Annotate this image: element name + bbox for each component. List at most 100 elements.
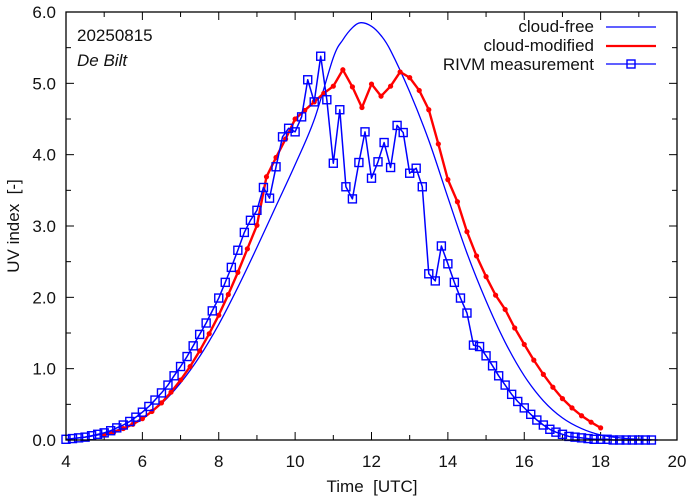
x-tick-label: 8 [214, 452, 223, 471]
data-point-cloud-modified [473, 253, 480, 259]
data-point-rivm-measurement [73, 433, 84, 443]
data-point-rivm-measurement [144, 401, 154, 412]
data-point-rivm-measurement [322, 95, 332, 105]
data-point-rivm-measurement [373, 157, 383, 167]
data-point-rivm-measurement [296, 112, 307, 122]
data-point-rivm-measurement [424, 269, 434, 279]
data-point-rivm-measurement [182, 351, 192, 362]
data-point-rivm-measurement [474, 341, 485, 352]
data-point-rivm-measurement [519, 403, 529, 413]
y-tick-label: 2.0 [32, 288, 56, 307]
y-tick-label: 6.0 [32, 3, 56, 22]
data-point-cloud-modified [531, 357, 537, 363]
y-axis-label: UV index [-] [4, 179, 23, 273]
data-point-rivm-measurement [545, 424, 555, 434]
x-tick-label: 12 [362, 452, 381, 471]
data-point-cloud-modified [263, 174, 270, 180]
data-point-cloud-modified [483, 274, 489, 280]
x-tick-label: 6 [138, 452, 147, 471]
x-tick-label: 10 [286, 452, 305, 471]
data-point-rivm-measurement [112, 423, 122, 433]
series-cloud-modified [101, 67, 604, 438]
data-point-rivm-measurement [602, 434, 612, 444]
data-point-cloud-modified [550, 384, 556, 390]
legend: cloud-free cloud-modified RIVM measureme… [443, 17, 656, 74]
y-tick-label: 1.0 [32, 360, 56, 379]
data-point-rivm-measurement [201, 318, 211, 328]
data-point-rivm-measurement [239, 227, 250, 238]
data-point-rivm-measurement [341, 182, 351, 192]
data-point-cloud-modified [149, 408, 155, 415]
data-point-cloud-modified [521, 341, 527, 348]
data-point-rivm-measurement [468, 340, 479, 350]
legend-label-rivm-measurement: RIVM measurement [443, 55, 594, 74]
data-point-cloud-modified [330, 83, 336, 89]
location-annotation: De Bilt [77, 51, 128, 70]
data-point-rivm-measurement [570, 432, 580, 442]
data-point-rivm-measurement [163, 380, 173, 390]
data-point-rivm-measurement [80, 432, 90, 442]
data-point-rivm-measurement [449, 277, 460, 288]
data-point-rivm-measurement [366, 173, 377, 183]
data-point-cloud-modified [397, 69, 403, 75]
data-point-rivm-measurement [271, 162, 281, 172]
data-point-cloud-modified [407, 75, 413, 81]
data-point-rivm-measurement [303, 75, 313, 85]
data-point-rivm-measurement [595, 434, 606, 444]
data-point-rivm-measurement [156, 388, 167, 398]
data-point-rivm-measurement [354, 157, 364, 168]
data-point-rivm-measurement [436, 241, 447, 251]
legend-label-cloud-modified: cloud-modified [483, 36, 594, 55]
data-point-rivm-measurement [188, 341, 198, 351]
data-point-cloud-modified [540, 371, 546, 377]
data-point-cloud-modified [359, 104, 365, 111]
data-point-rivm-measurement [430, 276, 440, 286]
data-point-rivm-measurement [245, 215, 256, 225]
data-point-cloud-modified [426, 107, 432, 113]
x-tick-label: 14 [438, 452, 457, 471]
data-point-rivm-measurement [385, 162, 396, 173]
axis-ticks [65, 11, 678, 441]
date-annotation: 20250815 [77, 26, 153, 45]
data-point-rivm-measurement [92, 429, 103, 439]
data-point-rivm-measurement [214, 293, 224, 303]
data-point-cloud-modified [588, 419, 594, 425]
legend-item-cloud-modified: cloud-modified [483, 36, 656, 55]
data-point-rivm-measurement [481, 351, 491, 361]
data-point-rivm-measurement [455, 293, 466, 303]
data-point-cloud-modified [244, 246, 250, 252]
data-point-rivm-measurement [233, 245, 243, 255]
data-point-rivm-measurement [252, 205, 262, 216]
data-point-rivm-measurement [360, 127, 370, 137]
data-point-rivm-measurement [131, 412, 141, 422]
y-tick-label: 3.0 [32, 217, 56, 236]
data-point-cloud-modified [235, 269, 241, 275]
data-point-rivm-measurement [404, 168, 415, 178]
data-point-rivm-measurement [309, 97, 319, 107]
x-axis-label: Time [UTC] [327, 477, 418, 496]
data-point-rivm-measurement [207, 306, 217, 316]
data-point-rivm-measurement [137, 407, 148, 417]
data-point-cloud-modified [416, 87, 422, 94]
data-point-cloud-modified [139, 416, 145, 422]
data-point-cloud-modified [569, 405, 575, 411]
data-point-rivm-measurement [576, 433, 587, 443]
data-point-rivm-measurement [500, 380, 510, 390]
data-point-rivm-measurement [277, 132, 288, 142]
data-point-rivm-measurement [392, 120, 402, 131]
data-point-rivm-measurement [398, 127, 408, 138]
data-point-cloud-modified [502, 306, 508, 313]
series-layer [61, 22, 658, 445]
legend-item-cloud-free: cloud-free [518, 17, 656, 36]
data-point-rivm-measurement [557, 429, 568, 439]
series-line-cloud-free [65, 22, 658, 441]
data-point-rivm-measurement [526, 409, 536, 420]
data-point-cloud-modified [254, 222, 260, 228]
data-point-rivm-measurement [583, 433, 593, 444]
data-point-cloud-modified [368, 81, 375, 87]
data-point-rivm-measurement [220, 277, 230, 288]
x-tick-label: 20 [668, 452, 687, 471]
data-point-rivm-measurement [226, 262, 237, 273]
data-point-rivm-measurement [379, 137, 389, 148]
data-point-rivm-measurement [67, 433, 78, 444]
